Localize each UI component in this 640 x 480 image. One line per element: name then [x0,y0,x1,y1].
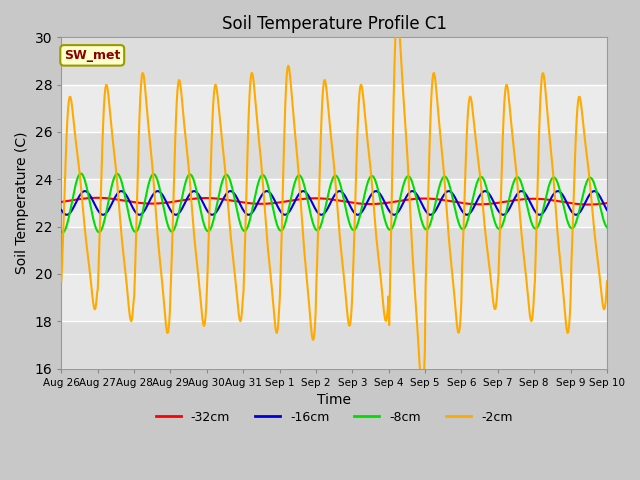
Bar [61,321,607,369]
Title: Soil Temperature Profile C1: Soil Temperature Profile C1 [221,15,447,33]
Y-axis label: Soil Temperature (C): Soil Temperature (C) [15,132,29,274]
Bar [61,37,607,84]
X-axis label: Time: Time [317,393,351,407]
Bar [61,132,607,179]
Bar [61,227,607,274]
Text: SW_met: SW_met [64,49,120,62]
Legend: -32cm, -16cm, -8cm, -2cm: -32cm, -16cm, -8cm, -2cm [151,406,518,429]
